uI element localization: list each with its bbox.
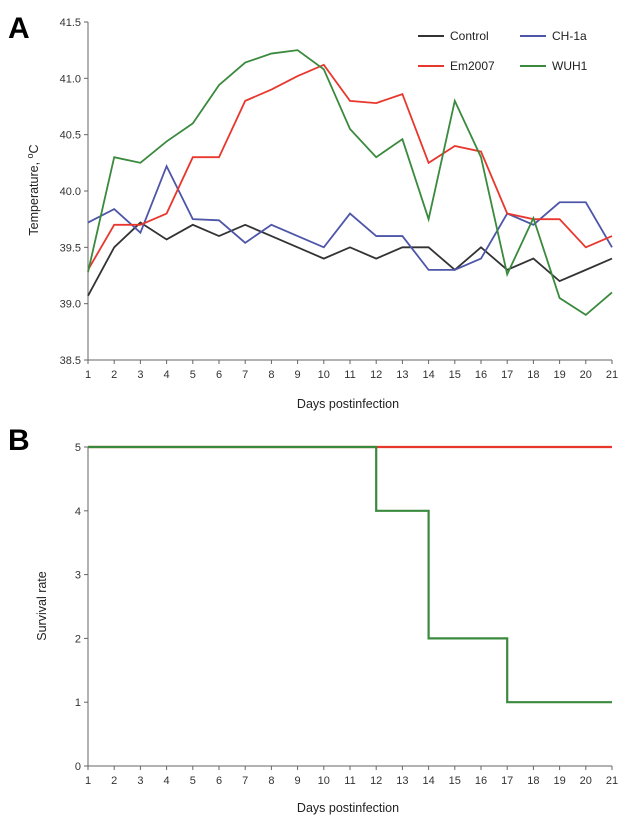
panel-a-legend: Control CH-1a Em2007 WUH1 (418, 29, 588, 73)
legend-label: Control (450, 29, 489, 43)
panel-a-y-ticks: 38.5 39.0 39.5 40.0 40.5 41.0 41.5 (60, 17, 88, 367)
x-tick-label: 1 (85, 369, 91, 381)
y-tick-label: 5 (75, 442, 81, 454)
panel-b-x-label: Days postinfection (297, 801, 399, 815)
y-tick-label: 2 (75, 633, 81, 645)
panel-a-x-label: Days postinfection (297, 397, 399, 411)
panel-a-series (87, 49, 613, 317)
y-tick-label: 1 (75, 697, 81, 709)
panel-b-series (88, 445, 612, 704)
x-tick-label: 17 (501, 775, 513, 787)
x-tick-label: 12 (370, 369, 382, 381)
series-line-wuh1 (87, 49, 613, 317)
y-tick-label: 4 (75, 506, 81, 518)
x-tick-label: 5 (190, 775, 196, 787)
x-tick-label: 6 (216, 369, 222, 381)
x-tick-label: 20 (580, 775, 592, 787)
x-tick-label: 21 (606, 369, 618, 381)
series-line-em2007 (87, 63, 613, 271)
x-tick-label: 18 (527, 775, 539, 787)
legend-label: Em2007 (450, 59, 495, 73)
series-line-control (87, 221, 613, 297)
x-tick-label: 20 (580, 369, 592, 381)
x-tick-label: 10 (318, 775, 330, 787)
x-tick-label: 19 (553, 369, 565, 381)
x-tick-label: 3 (137, 775, 143, 787)
x-tick-label: 3 (137, 369, 143, 381)
legend-label: WUH1 (552, 59, 588, 73)
x-tick-label: 16 (475, 775, 487, 787)
x-tick-label: 2 (111, 369, 117, 381)
x-tick-label: 8 (268, 369, 274, 381)
x-tick-label: 5 (190, 369, 196, 381)
panel-b-x-ticks: 1 2 3 4 5 6 7 8 9 10 11 12 13 14 15 16 17 18 19 20 21 (85, 766, 618, 787)
x-tick-label: 10 (318, 369, 330, 381)
x-tick-label: 9 (295, 775, 301, 787)
panel-b-y-ticks: 0 1 2 3 4 5 (75, 442, 88, 773)
panel-b-y-label: Survival rate (35, 571, 49, 641)
y-tick-label: 40.0 (60, 186, 81, 198)
x-tick-label: 18 (527, 369, 539, 381)
panel-a-y-label: Temperature, oC (25, 144, 41, 235)
y-tick-label: 41.0 (60, 73, 81, 85)
y-tick-label: 39.0 (60, 299, 81, 311)
x-tick-label: 9 (295, 369, 301, 381)
x-tick-label: 14 (422, 775, 434, 787)
x-tick-label: 13 (396, 369, 408, 381)
x-tick-label: 21 (606, 775, 618, 787)
series-line-series-1 (88, 445, 612, 704)
y-tick-label: 40.5 (60, 130, 81, 142)
x-tick-label: 16 (475, 369, 487, 381)
x-tick-label: 15 (449, 369, 461, 381)
x-tick-label: 8 (268, 775, 274, 787)
x-tick-label: 1 (85, 775, 91, 787)
series-line-ch-1a (87, 163, 613, 271)
x-tick-label: 14 (422, 369, 434, 381)
x-tick-label: 19 (553, 775, 565, 787)
panel-a-letter: A (8, 12, 30, 45)
x-tick-label: 13 (396, 775, 408, 787)
panel-a-x-ticks: 1 2 3 4 5 6 7 8 9 10 11 12 13 14 15 16 17 18 19 20 21 (85, 360, 618, 381)
y-tick-label: 38.5 (60, 355, 81, 367)
x-tick-label: 17 (501, 369, 513, 381)
y-tick-label: 39.5 (60, 242, 81, 254)
x-tick-label: 11 (344, 369, 355, 381)
x-tick-label: 4 (164, 369, 170, 381)
x-tick-label: 12 (370, 775, 382, 787)
panel-b-letter: B (8, 424, 30, 457)
y-tick-label: 41.5 (60, 17, 81, 29)
x-tick-label: 7 (242, 775, 248, 787)
x-tick-label: 7 (242, 369, 248, 381)
y-tick-label: 0 (75, 761, 81, 773)
x-tick-label: 6 (216, 775, 222, 787)
x-tick-label: 2 (111, 775, 117, 787)
legend-label: CH-1a (552, 29, 587, 43)
x-tick-label: 15 (449, 775, 461, 787)
y-tick-label: 3 (75, 570, 81, 582)
x-tick-label: 4 (164, 775, 170, 787)
x-tick-label: 11 (344, 775, 355, 787)
